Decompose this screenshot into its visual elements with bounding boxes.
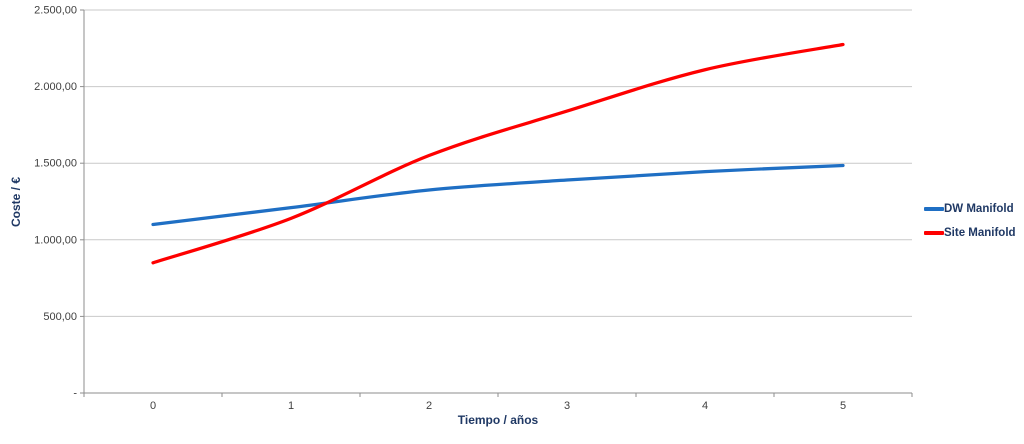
legend-line-swatch-red xyxy=(924,231,944,235)
legend-label: Site Manifold xyxy=(944,227,1016,239)
x-tick-label: 2 xyxy=(426,400,432,412)
y-tick-label: 2.000,00 xyxy=(34,81,77,93)
series-line-dw-manifold xyxy=(151,163,845,227)
y-tick-label: 1.500,00 xyxy=(34,158,77,170)
y-axis-title: Coste / € xyxy=(9,177,23,228)
y-tick-label: 500,00 xyxy=(43,311,77,323)
legend-label: DW Manifold xyxy=(944,203,1014,215)
legend-item-dw-manifold: DW Manifold xyxy=(924,197,1016,221)
y-tick-label: 1.000,00 xyxy=(34,234,77,246)
legend: DW Manifold Site Manifold xyxy=(924,197,1016,245)
series-line-site-manifold xyxy=(151,42,845,265)
x-tick-label: 4 xyxy=(702,400,708,412)
x-tick-label: 0 xyxy=(150,400,156,412)
y-tick-label: 2.500,00 xyxy=(34,5,77,17)
y-tick-label: - xyxy=(73,388,77,400)
legend-line-swatch-blue xyxy=(924,207,944,211)
x-tick-label: 5 xyxy=(840,400,846,412)
x-axis-title: Tiempo / años xyxy=(457,413,539,427)
x-tick-label: 3 xyxy=(564,400,570,412)
x-tick-label: 1 xyxy=(288,400,294,412)
legend-item-site-manifold: Site Manifold xyxy=(924,221,1016,245)
